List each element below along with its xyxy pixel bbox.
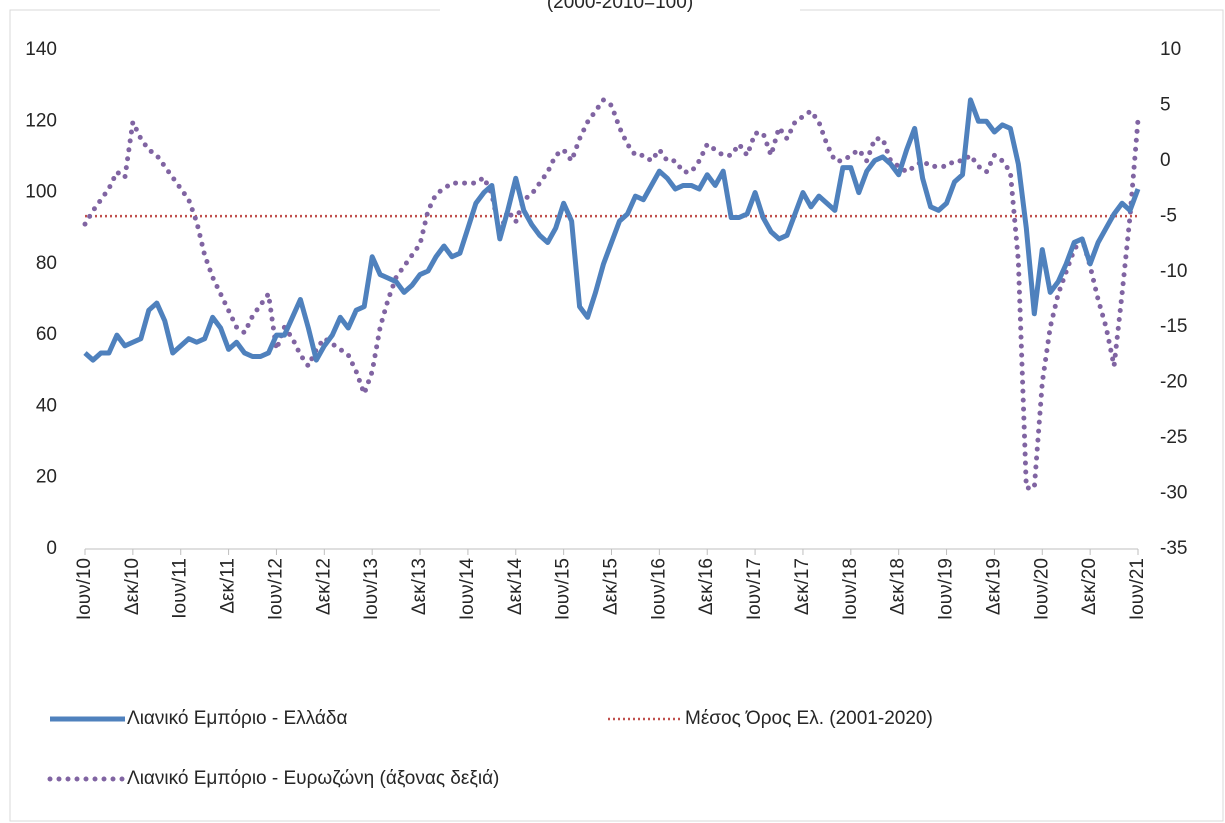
- x-tick-label: Δεκ/20: [1079, 558, 1100, 615]
- x-tick-label: Δεκ/10: [122, 558, 143, 615]
- y-tick-label: 100: [25, 182, 57, 203]
- x-tick-label: Ιουν/15: [553, 558, 574, 620]
- y2-tick-label: -5: [1160, 205, 1177, 226]
- x-tick-label: Ιουν/20: [1031, 558, 1052, 620]
- y-tick-label: 20: [36, 467, 57, 488]
- y2-tick-label: -20: [1160, 372, 1187, 393]
- x-tick-label: Ιουν/19: [936, 558, 957, 620]
- x-tick-label: Δεκ/18: [888, 558, 909, 615]
- chart-frame: [9, 9, 1224, 822]
- x-tick-label: Δεκ/19: [983, 558, 1004, 615]
- y2-tick-label: -15: [1160, 316, 1187, 337]
- legend-label: Λιανικό Εμπόριο - Ευρωζώνη (άξονας δεξιά…: [127, 768, 499, 789]
- y-tick-label: 60: [36, 324, 57, 345]
- y2-tick-label: 5: [1160, 94, 1171, 115]
- y2-tick-label: -10: [1160, 261, 1187, 282]
- x-tick-label: Ιουν/17: [744, 558, 765, 620]
- y-tick-label: 140: [25, 39, 57, 60]
- x-tick-label: Ιουν/11: [170, 558, 191, 619]
- x-tick-label: Δεκ/12: [313, 558, 334, 615]
- x-tick-label: Δεκ/11: [218, 558, 239, 614]
- x-tick-label: Ιουν/18: [840, 558, 861, 620]
- x-tick-label: Ιουν/21: [1127, 558, 1148, 620]
- y2-tick-label: -30: [1160, 483, 1187, 504]
- x-tick-label: Δεκ/13: [409, 558, 430, 615]
- x-tick-label: Δεκ/16: [696, 558, 717, 615]
- y2-tick-label: 0: [1160, 150, 1171, 171]
- x-tick-label: Ιουν/14: [457, 558, 478, 621]
- series-line: [83, 97, 1141, 363]
- x-tick-label: Ιουν/13: [361, 558, 382, 620]
- y-tick-label: 120: [25, 110, 57, 131]
- title-backdrop: [440, 0, 800, 11]
- legend-label: Μέσος Όρος Ελ. (2001-2020): [685, 708, 933, 729]
- series-line: [82, 96, 1141, 491]
- y-tick-label: 40: [36, 395, 57, 416]
- x-tick-label: Δεκ/17: [792, 558, 813, 615]
- y2-tick-label: -35: [1160, 538, 1187, 559]
- x-tick-label: Ιουν/16: [648, 558, 669, 620]
- x-tick-label: Δεκ/15: [601, 558, 622, 615]
- y2-tick-label: 10: [1160, 39, 1181, 60]
- y-tick-label: 0: [46, 538, 57, 559]
- y2-tick-label: -25: [1160, 427, 1187, 448]
- x-tick-label: Ιουν/12: [265, 558, 286, 620]
- x-tick-label: Δεκ/14: [505, 558, 526, 616]
- y-tick-label: 80: [36, 253, 57, 274]
- legend-label: Λιανικό Εμπόριο - Ελλάδα: [127, 708, 347, 729]
- x-tick-label: Ιουν/10: [74, 558, 95, 620]
- chart-subtitle: (2000-2010=100): [547, 0, 693, 13]
